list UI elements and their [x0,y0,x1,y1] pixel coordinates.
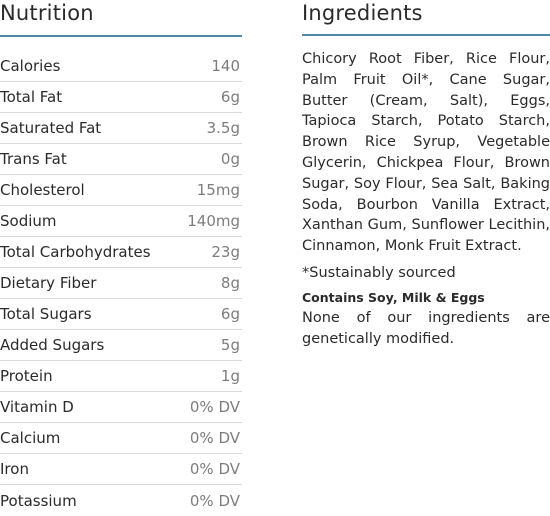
nutrient-value: 23g [211,243,240,261]
nutrient-value: 0% DV [189,491,240,510]
nutrient-value: 5g [220,336,240,354]
nutrition-row-cholesterol: Cholesterol 15mg [0,175,242,206]
nutrient-label: Total Fat [0,88,63,106]
nutrition-row-vitamin-d: Vitamin D 0% DV [0,392,242,423]
nutrient-label: Vitamin D [0,398,74,416]
nutrition-row-saturated-fat: Saturated Fat 3.5g [0,113,242,144]
gmo-statement: None of our ingredients are genetically … [302,309,550,347]
nutrition-row-protein: Protein 1g [0,361,242,392]
nutrient-value: 6g [220,88,240,106]
nutrient-label: Calories [0,57,61,75]
ingredients-panel: Ingredients Chicory Root Fiber, Rice Flo… [302,0,550,350]
nutrient-value: 0g [220,150,240,168]
nutrient-value: 140mg [187,212,240,230]
nutrition-row-dietary-fiber: Dietary Fiber 8g [0,268,242,299]
nutrient-label: Total Sugars [0,305,92,323]
allergen-statement: Contains Soy, Milk & Eggs [302,289,485,305]
nutrient-value: 6g [220,305,240,323]
nutrient-label: Added Sugars [0,336,105,354]
nutrition-row-added-sugars: Added Sugars 5g [0,330,242,361]
nutrition-row-total-sugars: Total Sugars 6g [0,299,242,330]
nutrient-label: Dietary Fiber [0,274,97,292]
nutrient-label: Saturated Fat [0,119,102,137]
nutrient-value: 0% DV [189,429,240,447]
ingredients-heading-rule [302,34,550,36]
nutrient-label: Total Carbohydrates [0,243,151,261]
nutrient-label: Protein [0,367,53,385]
nutrition-heading: Nutrition [0,1,94,25]
nutrient-value: 15mg [196,181,240,199]
nutrition-row-calcium: Calcium 0% DV [0,423,242,454]
nutrient-value: 0% DV [189,398,240,416]
nutrition-row-potassium: Potassium 0% DV [0,485,242,516]
sustainability-note: *Sustainably sourced [302,264,456,281]
nutrient-value: 140 [211,57,240,75]
nutrient-label: Potassium [0,491,77,510]
nutrition-row-trans-fat: Trans Fat 0g [0,144,242,175]
nutrition-row-iron: Iron 0% DV [0,454,242,485]
nutrient-label: Iron [0,460,29,478]
nutrition-table: Calories 140 Total Fat 6g Saturated Fat … [0,51,242,516]
nutrition-row-total-fat: Total Fat 6g [0,82,242,113]
nutrient-label: Trans Fat [0,150,67,168]
nutrient-value: 3.5g [206,119,240,137]
nutrition-heading-rule [0,35,242,37]
ingredients-heading: Ingredients [302,1,423,25]
nutrient-value: 1g [220,367,240,385]
nutrient-label: Sodium [0,212,57,230]
nutrition-row-sodium: Sodium 140mg [0,206,242,237]
nutrient-label: Cholesterol [0,181,85,199]
nutrition-row-calories: Calories 140 [0,51,242,82]
ingredients-list: Chicory Root Fiber, Rice Flour, Palm Fru… [302,51,550,255]
nutrient-value: 8g [220,274,240,292]
nutrient-label: Calcium [0,429,61,447]
nutrition-row-total-carbohydrates: Total Carbohydrates 23g [0,237,242,268]
nutrition-panel: Nutrition Calories 140 Total Fat 6g Satu… [0,0,242,516]
nutrient-value: 0% DV [189,460,240,478]
